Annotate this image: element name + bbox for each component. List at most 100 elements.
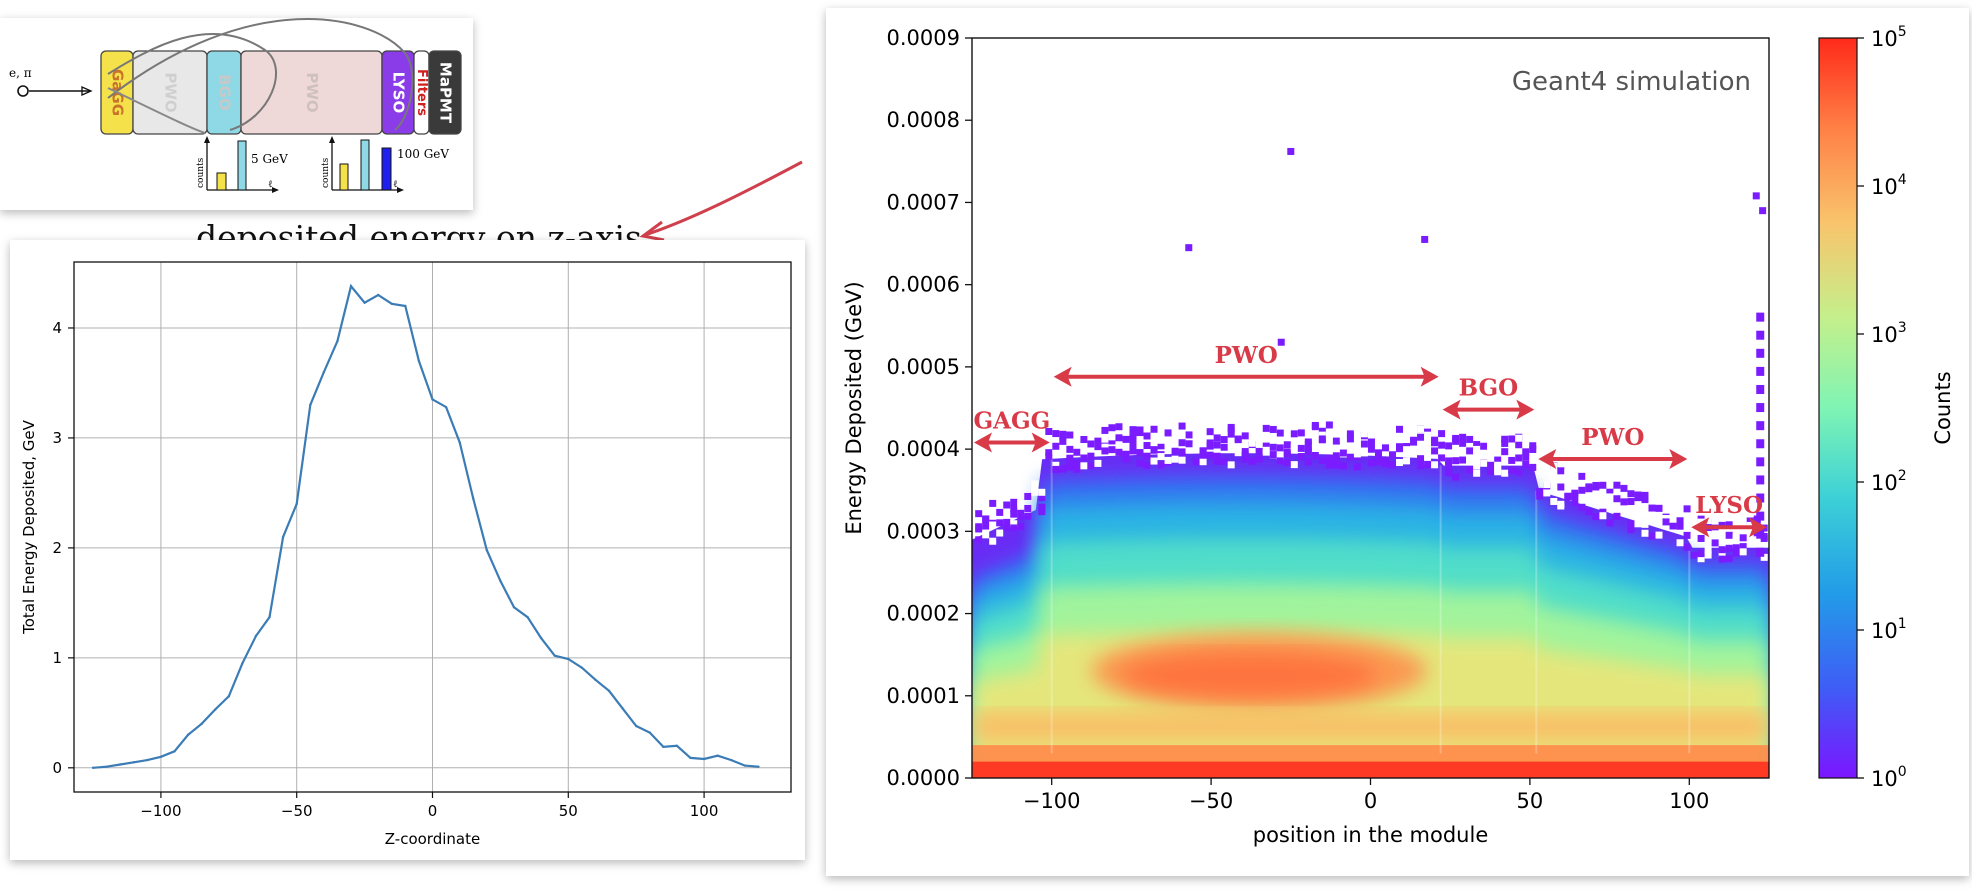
colorbar-tick-label: 104 bbox=[1871, 172, 1907, 199]
line-point bbox=[390, 302, 393, 305]
colorbar-tick-base: 10 bbox=[1871, 767, 1898, 791]
heatmap-noise-pixel bbox=[1725, 544, 1733, 552]
line-point bbox=[281, 535, 285, 539]
heatmap-noise-pixel bbox=[1613, 512, 1621, 520]
heatmap-noise-pixel bbox=[1346, 430, 1354, 438]
heatmap-noise-pixel bbox=[1052, 461, 1060, 469]
pointer-arrow-head-icon bbox=[639, 220, 665, 242]
heatmap-noise-pixel bbox=[1445, 442, 1453, 450]
heat-xtick-label: −50 bbox=[1189, 789, 1233, 813]
heatmap-noise-pixel bbox=[1620, 498, 1628, 506]
heatmap-noise-pixel bbox=[1157, 461, 1165, 469]
inset-100gev-x-label: ℓ bbox=[393, 179, 398, 190]
heatmap-noise-pixel bbox=[1346, 423, 1354, 431]
line-ytick-label: 1 bbox=[52, 649, 62, 667]
heatmap-noise-pixel bbox=[1557, 477, 1565, 485]
heatmap-noise-pixel bbox=[1318, 431, 1326, 439]
heatmap-noise-pixel bbox=[1718, 546, 1726, 554]
heatmap-noise-pixel bbox=[1227, 423, 1235, 431]
heatmap-noise-pixel bbox=[1487, 447, 1495, 455]
heatmap-noise-pixel bbox=[1276, 444, 1284, 452]
heatmap-noise-pixel bbox=[1353, 450, 1361, 458]
heatmap-outlier-point bbox=[1752, 192, 1760, 200]
inset-100gev-bar-lyso bbox=[381, 147, 392, 191]
heatmap-noise-pixel bbox=[989, 521, 997, 529]
heatmap-noise-pixel bbox=[1150, 425, 1158, 433]
heatmap-noise-pixel bbox=[1087, 462, 1095, 470]
heatmap-noise-pixel bbox=[1662, 518, 1670, 526]
heatmap-noise-pixel bbox=[1571, 499, 1579, 507]
heatmap-noise-pixel bbox=[1690, 551, 1698, 559]
line-chart-x-label: Z-coordinate bbox=[385, 830, 480, 848]
heatmap-noise-pixel bbox=[1220, 457, 1228, 465]
colorbar-tick-label: 102 bbox=[1871, 468, 1907, 495]
line-xtick-label: 0 bbox=[428, 802, 438, 820]
heatmap-noise-pixel bbox=[1318, 456, 1326, 464]
heatmap-noise-pixel bbox=[1080, 454, 1088, 462]
line-chart-y-label: Total Energy Deposited, GeV bbox=[20, 419, 38, 635]
heatmap-noise-pixel bbox=[1129, 433, 1137, 441]
heatmap-noise-pixel bbox=[1431, 439, 1439, 447]
heatmap-noise-pixel bbox=[1466, 447, 1474, 455]
heatmap-noise-pixel bbox=[1255, 447, 1263, 455]
heatmap-noise-pixel bbox=[1676, 539, 1684, 547]
heatmap-noise-pixel bbox=[1704, 551, 1712, 559]
heatmap-edge-pixel bbox=[1756, 330, 1765, 340]
heatmap-noise-pixel bbox=[1557, 500, 1565, 508]
heatmap-noise-pixel bbox=[1248, 439, 1256, 447]
heatmap-noise-pixel bbox=[1438, 454, 1446, 462]
heatmap-noise-pixel bbox=[1452, 457, 1460, 465]
heatmap-noise-pixel bbox=[1339, 449, 1347, 457]
line-xtick-label: −50 bbox=[281, 802, 313, 820]
heatmap-noise-pixel bbox=[1367, 459, 1375, 467]
heatmap-noise-pixel bbox=[1227, 430, 1235, 438]
heatmap-noise-pixel bbox=[1417, 425, 1425, 433]
line-point bbox=[499, 579, 502, 583]
heatmap-hot-core-inner bbox=[1121, 653, 1377, 698]
heatmap-noise-pixel bbox=[1613, 481, 1621, 489]
heatmap-noise-pixel bbox=[1094, 437, 1102, 445]
heatmap-noise-pixel bbox=[1410, 429, 1418, 437]
heatmap-noise-pixel bbox=[1052, 465, 1060, 473]
heatmap-noise-pixel bbox=[1739, 548, 1747, 556]
colorbar-tick-exponent: 5 bbox=[1898, 24, 1907, 40]
heatmap-noise-pixel bbox=[1585, 483, 1593, 491]
heatmap-noise-pixel bbox=[1297, 429, 1305, 437]
heatmap-band-floor bbox=[972, 745, 1769, 762]
heat-xtick-label: 0 bbox=[1364, 789, 1377, 813]
heatmap-noise-pixel bbox=[1739, 543, 1747, 551]
region-arrow-right-icon bbox=[1749, 517, 1767, 538]
heat-ytick-label: 0.0009 bbox=[887, 26, 960, 50]
heatmap-noise-pixel bbox=[1613, 495, 1621, 503]
heatmap-noise-pixel bbox=[1669, 502, 1677, 510]
heatmap-noise-pixel bbox=[975, 536, 983, 544]
heatmap-noise-pixel bbox=[1459, 456, 1467, 464]
heatmap-noise-pixel bbox=[1101, 435, 1109, 443]
line-point bbox=[118, 763, 122, 766]
heatmap-noise-pixel bbox=[1381, 444, 1389, 452]
heatmap-noise-pixel bbox=[1010, 498, 1018, 506]
heatmap-noise-pixel bbox=[1452, 437, 1460, 445]
heatmap-edge-pixel bbox=[1756, 457, 1765, 467]
heatmap-noise-pixel bbox=[1641, 491, 1649, 499]
heatmap-noise-pixel bbox=[1445, 457, 1453, 465]
line-point bbox=[689, 756, 692, 760]
heatmap-noise-pixel bbox=[1325, 455, 1333, 463]
heatmap-noise-pixel bbox=[1501, 435, 1509, 443]
heatmap-noise-pixel bbox=[1087, 440, 1095, 448]
heatmap-noise-pixel bbox=[1276, 429, 1284, 437]
heatmap-noise-pixel bbox=[1052, 442, 1060, 450]
heatmap-noise-pixel bbox=[1374, 454, 1382, 462]
heatmap-noise-pixel bbox=[1543, 489, 1551, 497]
heatmap-noise-pixel bbox=[1276, 457, 1284, 465]
heatmap-noise-pixel bbox=[1725, 521, 1733, 529]
heatmap-noise-pixel bbox=[1732, 534, 1740, 542]
line-point bbox=[594, 678, 597, 682]
heatmap-x-label: position in the module bbox=[1253, 823, 1489, 847]
heatmap-noise-pixel bbox=[1101, 447, 1109, 455]
heatmap-noise-pixel bbox=[1732, 544, 1740, 552]
heatmap-noise-pixel bbox=[1459, 439, 1467, 447]
heatmap-noise-pixel bbox=[1164, 446, 1172, 454]
heatmap-outlier-point bbox=[1421, 235, 1429, 243]
block-label-bgo: BGO bbox=[216, 74, 234, 111]
